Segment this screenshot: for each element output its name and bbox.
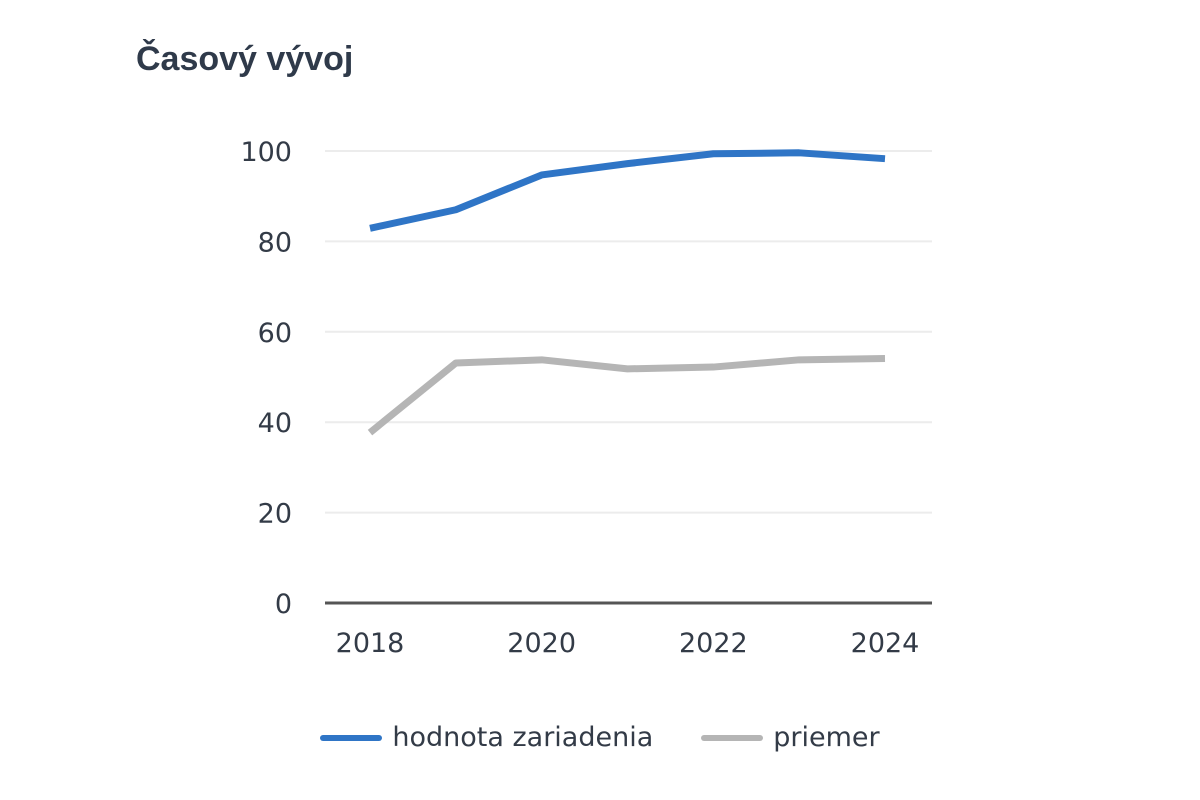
y-tick-label: 20 bbox=[258, 499, 292, 530]
y-tick-label: 60 bbox=[258, 318, 292, 349]
x-tick-label: 2024 bbox=[851, 628, 920, 659]
legend-label: hodnota zariadenia bbox=[392, 722, 654, 753]
chart-title: Časový vývoj bbox=[136, 40, 354, 78]
y-tick-label: 40 bbox=[258, 408, 292, 439]
legend-swatch bbox=[701, 734, 764, 741]
series-line-0 bbox=[369, 149, 886, 232]
legend-swatch bbox=[320, 734, 383, 741]
y-tick-label: 80 bbox=[258, 227, 292, 258]
legend-item-0: hodnota zariadenia bbox=[320, 722, 653, 753]
x-tick-label: 2018 bbox=[336, 628, 405, 659]
y-tick-label: 100 bbox=[240, 137, 292, 168]
series-line-1 bbox=[367, 354, 886, 436]
legend-label: priemer bbox=[773, 722, 880, 753]
legend: hodnota zariadenia priemer bbox=[0, 722, 1200, 753]
legend-item-1: priemer bbox=[701, 722, 880, 753]
y-tick-label: 0 bbox=[275, 589, 292, 620]
x-tick-label: 2022 bbox=[679, 628, 748, 659]
x-tick-label: 2020 bbox=[507, 628, 576, 659]
